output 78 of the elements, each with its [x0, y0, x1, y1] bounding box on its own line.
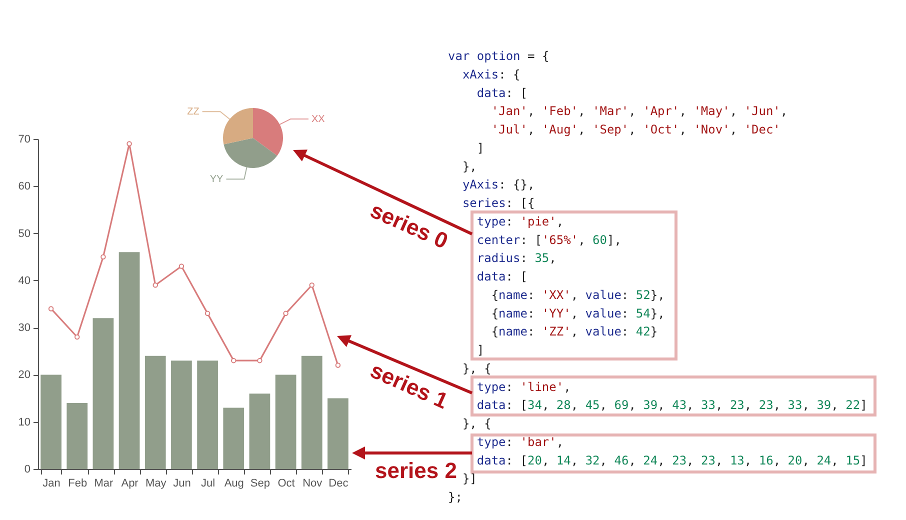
text: }, { [462, 416, 492, 430]
point [178, 264, 184, 269]
point [126, 141, 132, 146]
text: }, { [462, 361, 492, 376]
slice-label: ZZ [187, 106, 200, 118]
x-tick-label: Sep [250, 478, 270, 490]
y-tick-label: 40 [18, 274, 30, 287]
y-tick-label: 60 [18, 180, 30, 193]
y-tick-label: 30 [18, 322, 30, 334]
bar [66, 403, 88, 469]
x-tick-label: Oct [278, 478, 295, 490]
bar [301, 356, 322, 469]
text: 'Jan', 'Feb', 'Mar', 'Apr', 'May', 'Jun', [491, 104, 788, 118]
x-tick-label: Apr [121, 478, 139, 490]
x-tick-label: May [145, 478, 167, 490]
x-tick-label: Dec [328, 478, 349, 490]
y-tick-label: 10 [18, 416, 30, 428]
text: yAxis: {}, [462, 178, 535, 192]
x-tick-label: Nov [302, 478, 323, 490]
bar [171, 360, 192, 469]
y-tick-label: 50 [18, 228, 30, 240]
text: 'Jul', 'Aug', 'Sep', 'Oct', 'Nov', 'Dec' [491, 122, 780, 136]
text: center: ['65%', 60], [476, 232, 622, 247]
point [257, 358, 262, 364]
x-tick-label: Jul [201, 478, 216, 490]
x-tick-label: Aug [224, 478, 244, 490]
text: {name: 'XX', value: 52}, [491, 288, 665, 302]
x-tick-label: Jan [42, 478, 60, 490]
text: type: 'bar', [476, 434, 564, 449]
y-tick-label: 70 [18, 134, 30, 146]
text: }] [462, 472, 477, 486]
point [204, 310, 210, 316]
text: ] [476, 140, 484, 155]
text: var option = { [448, 49, 550, 63]
slice-label: XX [311, 114, 326, 126]
bar [144, 356, 166, 469]
bar [92, 318, 114, 469]
bar [275, 374, 296, 469]
pie-slice [253, 108, 283, 156]
pie-slice [223, 108, 253, 144]
bar [40, 374, 62, 469]
text: type: 'pie', [476, 214, 564, 228]
bar [197, 360, 218, 469]
text: }, [462, 159, 477, 174]
bar [328, 398, 348, 469]
text: xAxis: { [462, 67, 520, 82]
point [100, 254, 106, 260]
bar [118, 252, 140, 469]
text: }; [448, 490, 462, 504]
text: type: 'line', [476, 380, 571, 394]
text: ] [476, 343, 484, 357]
point [335, 362, 341, 368]
text: series 1 [366, 357, 452, 414]
bar [223, 408, 244, 469]
text: radius: 35, [476, 251, 556, 266]
x-tick-label: Feb [68, 478, 88, 490]
point [309, 282, 314, 288]
text: data: [34, 28, 45, 69, 39, 43, 33, 23, 23, 33, 39, 22] [476, 398, 868, 412]
text: {name: 'ZZ', value: 42} [491, 324, 658, 339]
y-tick-label: 20 [18, 369, 30, 382]
point [231, 358, 236, 364]
x-tick-label: Jun [173, 478, 191, 490]
bar [249, 394, 270, 469]
point [152, 282, 158, 288]
y-tick-label: 0 [24, 464, 30, 476]
text: series: [{ [462, 196, 535, 210]
text: data: [ [476, 86, 528, 100]
x-tick-label: Mar [94, 478, 114, 490]
text: series 0 [366, 197, 452, 254]
text: series 2 [375, 458, 457, 483]
slice-label: YY [210, 174, 224, 186]
text: {name: 'YY', value: 54}, [491, 306, 665, 320]
pie-slice [224, 138, 278, 168]
text: data: [20, 14, 32, 46, 24, 23, 23, 13, 16, 20, 24, 15] [476, 453, 868, 468]
point [48, 306, 54, 312]
point [283, 310, 288, 316]
text: data: [ [476, 270, 528, 284]
point [74, 334, 80, 340]
